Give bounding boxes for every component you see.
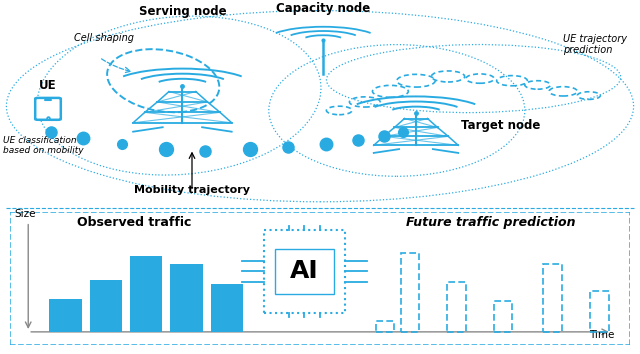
Text: UE classification
based on mobility: UE classification based on mobility <box>3 136 84 155</box>
Bar <box>401 253 419 332</box>
Bar <box>211 284 243 332</box>
Text: UE: UE <box>39 79 57 92</box>
FancyBboxPatch shape <box>264 230 345 313</box>
FancyBboxPatch shape <box>275 249 333 294</box>
Bar <box>447 282 466 332</box>
Bar <box>494 301 513 332</box>
Text: Size: Size <box>14 209 36 219</box>
Text: Cell shaping: Cell shaping <box>74 33 134 43</box>
Bar <box>590 291 609 332</box>
Bar <box>376 321 394 332</box>
Text: AI: AI <box>290 259 319 284</box>
Text: Time: Time <box>589 330 615 340</box>
Text: Target node: Target node <box>461 119 540 132</box>
Bar <box>49 299 82 332</box>
Bar <box>170 264 203 332</box>
Bar <box>90 280 122 332</box>
Text: Capacity node: Capacity node <box>276 2 371 15</box>
FancyBboxPatch shape <box>35 98 61 120</box>
Text: Observed traffic: Observed traffic <box>77 216 191 229</box>
Text: Future traffic prediction: Future traffic prediction <box>406 216 575 229</box>
Bar <box>130 256 163 332</box>
Bar <box>543 264 562 332</box>
Text: Mobility trajectory: Mobility trajectory <box>134 185 250 195</box>
Text: UE trajectory
prediction: UE trajectory prediction <box>563 34 627 56</box>
Text: Serving node: Serving node <box>139 5 226 18</box>
